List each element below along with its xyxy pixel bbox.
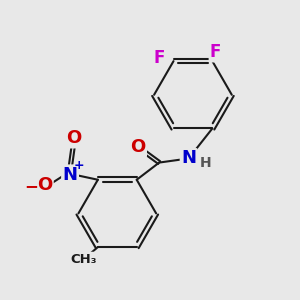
Text: CH₃: CH₃ [70,253,97,266]
Text: −: − [25,177,38,195]
Text: H: H [200,156,212,170]
Text: +: + [74,159,84,172]
Text: N: N [181,149,196,167]
Text: F: F [153,49,164,67]
Text: O: O [66,129,81,147]
Text: F: F [210,43,221,61]
Text: O: O [130,138,146,156]
Text: O: O [37,176,52,194]
Text: N: N [63,166,78,184]
